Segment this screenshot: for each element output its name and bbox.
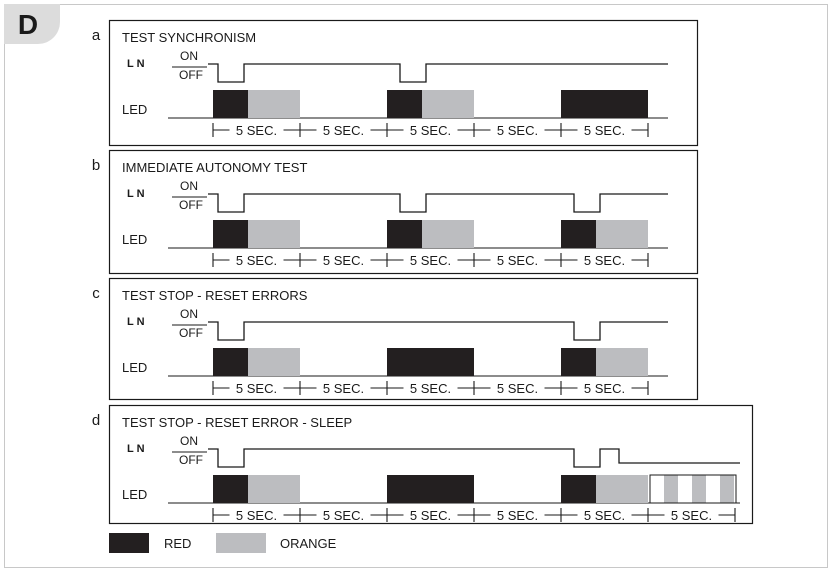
panel-title: TEST SYNCHRONISM <box>122 30 256 45</box>
led-block-red <box>213 220 248 248</box>
led-label: LED <box>122 360 147 375</box>
led-block-red <box>387 348 474 376</box>
panel-c: c TEST STOP - RESET ERRORS L N ON OFF LED 5 SE… <box>92 277 699 401</box>
panel-a: a TEST SYNCHRONISM L N ON OFF LED 5 SEC. 5 SEC.… <box>92 19 699 147</box>
led-label: LED <box>122 232 147 247</box>
ln-label: L N <box>127 316 145 328</box>
interval-label: 5 SEC. <box>584 123 625 138</box>
panel-title: TEST STOP - RESET ERROR - SLEEP <box>122 415 352 430</box>
color-legend: RED ORANGE <box>109 533 337 553</box>
panel-d: d TEST STOP - RESET ERROR - SLEEP L N ON OFF… <box>92 404 754 525</box>
ln-waveform <box>208 321 668 341</box>
legend-orange-label: ORANGE <box>280 536 337 551</box>
led-block-red <box>213 475 248 503</box>
interval-label: 5 SEC. <box>410 123 451 138</box>
interval-label: 5 SEC. <box>323 381 364 396</box>
led-block-orange <box>422 90 474 118</box>
legend-orange-swatch <box>216 533 266 553</box>
led-block-red <box>561 475 596 503</box>
led-block-red <box>213 90 248 118</box>
legend-red-swatch <box>109 533 149 553</box>
interval-label: 5 SEC. <box>497 381 538 396</box>
interval-label: 5 SEC. <box>497 123 538 138</box>
interval-label: 5 SEC. <box>584 508 625 523</box>
panel-letter: b <box>92 157 100 174</box>
ln-label: L N <box>127 443 145 455</box>
badge-shape <box>4 4 60 44</box>
interval-label: 5 SEC. <box>236 381 277 396</box>
interval-label: 5 SEC. <box>410 508 451 523</box>
on-label: ON <box>180 49 198 63</box>
interval-label: 5 SEC. <box>410 253 451 268</box>
interval-label: 5 SEC. <box>236 508 277 523</box>
off-label: OFF <box>179 198 203 212</box>
on-label: ON <box>180 434 198 448</box>
ln-label: L N <box>127 188 145 200</box>
panel-border <box>108 19 699 147</box>
led-block-orange <box>248 220 300 248</box>
led-block-red <box>387 220 422 248</box>
interval-label: 5 SEC. <box>497 508 538 523</box>
off-label: OFF <box>179 326 203 340</box>
led-block-red <box>387 475 474 503</box>
interval-label: 5 SEC. <box>323 123 364 138</box>
off-label: OFF <box>179 68 203 82</box>
ln-waveform <box>208 448 740 468</box>
led-block-sleep <box>649 474 737 504</box>
interval-label: 5 SEC. <box>236 123 277 138</box>
panel-letter: c <box>92 285 100 302</box>
figure-frame <box>4 4 828 568</box>
led-block-orange <box>248 475 300 503</box>
led-block-orange <box>422 220 474 248</box>
led-block-red <box>561 220 596 248</box>
led-block-red <box>561 348 596 376</box>
panel-border <box>108 404 754 525</box>
figure-badge: D <box>4 4 60 44</box>
led-block-red <box>387 90 422 118</box>
led-label: LED <box>122 102 147 117</box>
interval-label: 5 SEC. <box>497 253 538 268</box>
legend-red-label: RED <box>164 536 191 551</box>
on-label: ON <box>180 307 198 321</box>
interval-label: 5 SEC. <box>323 508 364 523</box>
interval-label: 5 SEC. <box>323 253 364 268</box>
ln-waveform <box>208 193 668 213</box>
ln-label: L N <box>127 58 145 70</box>
interval-label: 5 SEC. <box>410 381 451 396</box>
led-block-orange <box>596 348 648 376</box>
interval-label: 5 SEC. <box>671 508 712 523</box>
panel-letter: a <box>92 27 101 44</box>
figure-label: D <box>18 9 38 40</box>
led-block-orange <box>596 475 648 503</box>
led-block-orange <box>248 90 300 118</box>
off-label: OFF <box>179 453 203 467</box>
panel-letter: d <box>92 412 100 429</box>
panel-b: b IMMEDIATE AUTONOMY TEST L N ON OFF LED 5 SEC… <box>92 149 699 275</box>
ln-waveform <box>208 63 668 83</box>
interval-label: 5 SEC. <box>236 253 277 268</box>
interval-label: 5 SEC. <box>584 381 625 396</box>
panels-group: a TEST SYNCHRONISM L N ON OFF LED 5 SEC. 5 SEC.… <box>92 19 754 525</box>
led-block-orange <box>596 220 648 248</box>
led-block-orange <box>248 348 300 376</box>
panel-title: TEST STOP - RESET ERRORS <box>122 288 308 303</box>
led-label: LED <box>122 487 147 502</box>
panel-title: IMMEDIATE AUTONOMY TEST <box>122 160 307 175</box>
led-block-red <box>213 348 248 376</box>
on-label: ON <box>180 179 198 193</box>
led-block-red <box>561 90 648 118</box>
interval-label: 5 SEC. <box>584 253 625 268</box>
